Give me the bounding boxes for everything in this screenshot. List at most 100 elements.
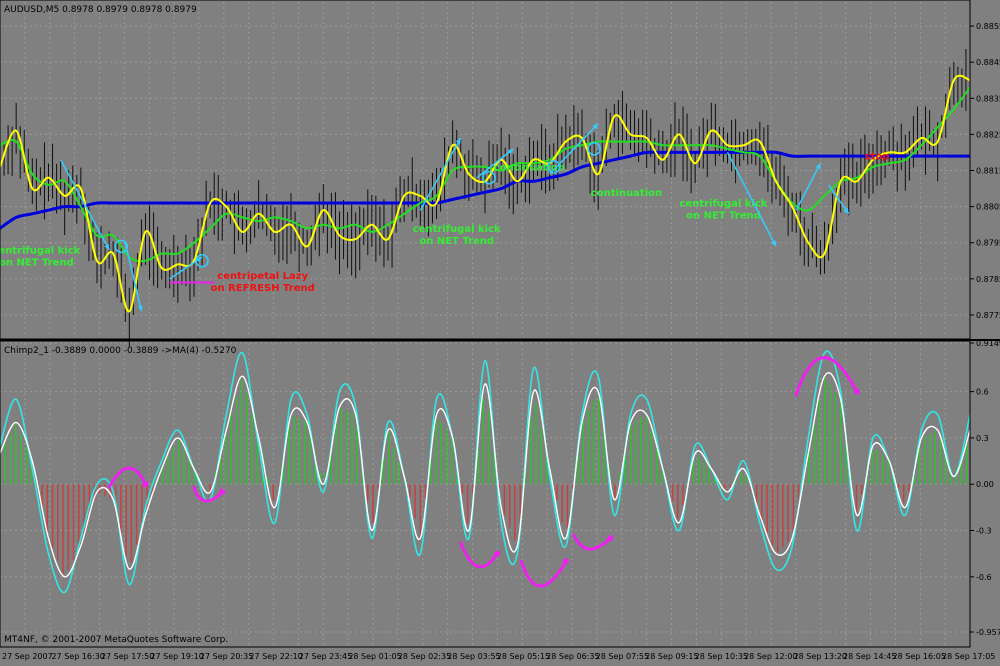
trend-arrow-head [771,240,776,247]
trend-arrow-line [419,137,462,211]
time-axis-label: 28 Sep 16:05 [893,652,946,661]
time-axis-label: 28 Sep 10:35 [695,652,748,661]
magenta-arrow-tip [607,535,614,542]
annotation-line: centrifugal kick [679,199,767,210]
highlight-circle [114,239,128,254]
time-axis-label: 27 Sep 20:35 [200,652,253,661]
magenta-curve-arrow [107,466,147,489]
osc-axis-label: 0.9149 [976,339,1000,348]
annotation-line: continuation [591,188,662,199]
time-axis-label: 28 Sep 09:15 [645,652,698,661]
price-axis-label: 0.8855 [976,22,1000,31]
trend-arrow-line [59,159,110,251]
price-axis-label: 0.8835 [976,94,1000,103]
trend-arrow-head [592,123,599,130]
osc-axis-label: -0.9575 [976,628,1000,637]
osc-axis-label: 0.00 [976,480,994,489]
time-axis-label: 27 Sep 2007 [2,652,53,661]
trend-arrow-head [455,138,461,144]
annotation-layer: centrifugal kick on NET Trendcentripetal … [0,123,890,588]
trend-arrow-line [476,148,514,179]
frame-layer [0,0,1000,648]
trend-arrow-line [549,123,599,175]
annotation-line: stop [865,152,890,163]
trend-arrow-head [507,148,514,155]
highlight-circle [195,254,209,268]
time-axis-label: 28 Sep 17:05 [942,652,995,661]
annotation-line: on NET Trend [419,236,494,247]
trend-arrow-head [137,305,143,312]
series-green-line [0,86,971,263]
annotation-label: continuation [591,188,662,199]
osc-axis-label: 0.6 [976,388,989,397]
price-axis-label: 0.8845 [976,58,1000,67]
oscillator-series-layer [0,350,971,594]
time-axis-label: 27 Sep 19:10 [150,652,203,661]
highlight-circle [482,170,496,185]
annotation-label: centripetal Lazy on REFRESH Trend [211,271,315,294]
time-axis-label: 28 Sep 13:20 [794,652,847,661]
annotation-line: on REFRESH Trend [211,283,315,294]
time-axis-label: 28 Sep 06:35 [546,652,599,661]
time-axis-label: 28 Sep 12:00 [744,652,797,661]
osc-cyan-line [0,350,971,594]
trend-arrow-head [104,243,110,250]
annotation-label: centrifugal kick on NET Trend [413,224,501,247]
time-axis-label: 27 Sep 22:10 [249,652,302,661]
trend-arrow-head [843,207,849,214]
osc-white-line [0,372,971,578]
time-axis-label: 27 Sep 17:50 [101,652,154,661]
trend-arrow-line [795,162,822,211]
series-blue-line [0,150,970,230]
highlight-circle [587,142,601,156]
price-axis-label: 0.8795 [976,239,1000,248]
annotation-label: stop [865,152,890,163]
time-axis-label: 28 Sep 02:35 [398,652,451,661]
annotation-label: centrifugal kick on NET Trend [0,246,81,269]
annotation-line: centrifugal kick [0,246,81,257]
magenta-curve-arrow [192,485,224,503]
time-axis-label: 28 Sep 03:55 [447,652,500,661]
axis-layer: 0.8855 0.8845 0.8835 0.8825 0.8815 0.8805 0.87… [2,22,1000,661]
osc-axis-label: -0.3 [976,527,992,536]
annotation-line: centrifugal kick [413,224,501,235]
trend-arrow-head [196,257,203,263]
magenta-arrow-tip [562,558,569,565]
magenta-arrow-tip [142,481,149,488]
magenta-arrow-tip [494,550,501,557]
copyright-footer: MT4NF, © 2001-2007 MetaQuotes Software C… [4,635,228,645]
price-axis-label: 0.8805 [976,203,1000,212]
annotation-line: on NET Trend [0,258,74,269]
time-axis-label: 28 Sep 05:15 [497,652,550,661]
osc-axis-label: -0.6 [976,573,992,582]
magenta-curve-arrow [459,541,499,569]
annotation-line: continuation [494,163,565,174]
price-axis-label: 0.8785 [976,275,1000,284]
trend-arrow-head [815,163,821,170]
trend-arrow-line [726,152,777,247]
price-axis-label: 0.8815 [976,167,1000,176]
annotation-label: centrifugal kick on NET Trend [679,199,767,222]
magenta-arrow-tip [853,388,860,395]
magenta-curve-arrow [572,533,612,551]
time-axis-label: 28 Sep 01:05 [348,652,401,661]
annotation-line: centripetal Lazy [217,271,308,282]
magenta-curve-arrow [519,559,568,588]
time-axis-label: 27 Sep 16:30 [51,652,104,661]
price-panel-title: AUDUSD,M5 0.8978 0.8979 0.8978 0.8979 [4,5,197,15]
oscillator-panel-title: Chimp2_1 -0.3889 0.0000 -0.3889 ->MA(4) … [4,346,237,356]
trend-arrow-line [124,242,143,312]
osc-axis-label: 0.3 [976,434,989,443]
annotation-line: on NET Trend [686,211,761,222]
trend-arrow-line [827,184,850,215]
magenta-arrow-tip [219,488,226,495]
time-axis-label: 28 Sep 14:45 [843,652,896,661]
price-axis-label: 0.8775 [976,311,1000,320]
time-axis-label: 27 Sep 23:45 [299,652,352,661]
highlight-circle [546,160,561,174]
annotation-label: continuation [494,163,565,174]
price-axis-label: 0.8825 [976,130,1000,139]
